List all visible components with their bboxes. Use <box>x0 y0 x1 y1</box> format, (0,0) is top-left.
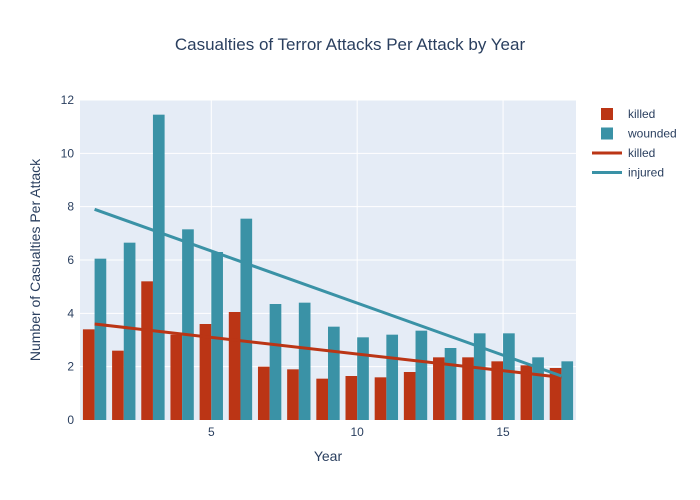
bar-wounded[interactable] <box>532 357 544 420</box>
y-tick-label: 8 <box>67 200 74 214</box>
legend-swatch-killed[interactable] <box>601 108 613 120</box>
bar-killed[interactable] <box>374 377 387 420</box>
bar-wounded[interactable] <box>94 258 107 420</box>
y-axis-title: Number of Casualties Per Attack <box>27 158 43 361</box>
bar-killed[interactable] <box>491 361 504 420</box>
bar-killed[interactable] <box>170 334 183 420</box>
trend-line-killed[interactable] <box>94 322 562 379</box>
legend[interactable]: killed wounded killed injured <box>592 107 677 180</box>
bar-wounded[interactable] <box>386 334 399 420</box>
legend-label-injured[interactable]: injured <box>628 166 664 180</box>
bar-killed[interactable] <box>462 357 474 420</box>
x-tick-label: 10 <box>350 425 364 439</box>
bar-killed[interactable] <box>403 372 416 420</box>
bar-killed[interactable] <box>345 376 358 420</box>
bar-wounded[interactable] <box>182 229 194 420</box>
x-tick-label: 5 <box>208 425 215 439</box>
bar-killed[interactable] <box>316 378 328 420</box>
bar-killed[interactable] <box>82 329 95 420</box>
bar-killed[interactable] <box>228 312 241 420</box>
legend-swatch-wounded[interactable] <box>601 127 613 140</box>
legend-label-killed[interactable]: killed <box>628 107 655 121</box>
bar-wounded[interactable] <box>357 337 369 420</box>
bars <box>82 114 574 421</box>
y-tick-label: 2 <box>67 360 74 374</box>
bar-wounded[interactable] <box>269 304 282 420</box>
y-tick-label: 4 <box>67 306 74 320</box>
bar-wounded[interactable] <box>415 330 428 420</box>
trend-line-injured[interactable] <box>94 207 562 378</box>
legend-label-wounded[interactable]: wounded <box>627 127 677 141</box>
bar-killed[interactable] <box>287 369 299 420</box>
x-tick-label: 15 <box>496 425 510 439</box>
bar-killed[interactable] <box>141 281 153 420</box>
y-tick-label: 10 <box>61 146 75 160</box>
bar-wounded[interactable] <box>503 333 515 420</box>
y-tick-label: 6 <box>67 253 74 267</box>
trend-lines <box>94 207 562 379</box>
bar-killed[interactable] <box>112 350 124 420</box>
bar-wounded[interactable] <box>123 242 136 420</box>
y-tick-label: 0 <box>67 413 74 427</box>
bar-wounded[interactable] <box>211 252 223 420</box>
bar-killed[interactable] <box>433 357 445 420</box>
bar-killed[interactable] <box>199 324 212 420</box>
bar-wounded[interactable] <box>561 361 574 420</box>
axis-ticks: 0 2 4 6 8 10 12 5 10 15 <box>61 93 510 439</box>
bar-killed[interactable] <box>520 365 533 420</box>
y-tick-label: 12 <box>61 93 75 107</box>
bar-killed[interactable] <box>257 366 270 420</box>
bar-wounded[interactable] <box>328 326 340 420</box>
bar-wounded[interactable] <box>240 218 253 420</box>
bar-wounded[interactable] <box>444 348 457 420</box>
chart-title: Casualties of Terror Attacks Per Attack … <box>175 35 526 54</box>
legend-label-killed[interactable]: killed <box>628 146 655 160</box>
bar-killed[interactable] <box>549 368 562 420</box>
bar-wounded[interactable] <box>298 302 311 420</box>
x-axis-title: Year <box>314 448 343 464</box>
bar-wounded[interactable] <box>152 114 165 421</box>
bar-wounded[interactable] <box>473 333 486 420</box>
